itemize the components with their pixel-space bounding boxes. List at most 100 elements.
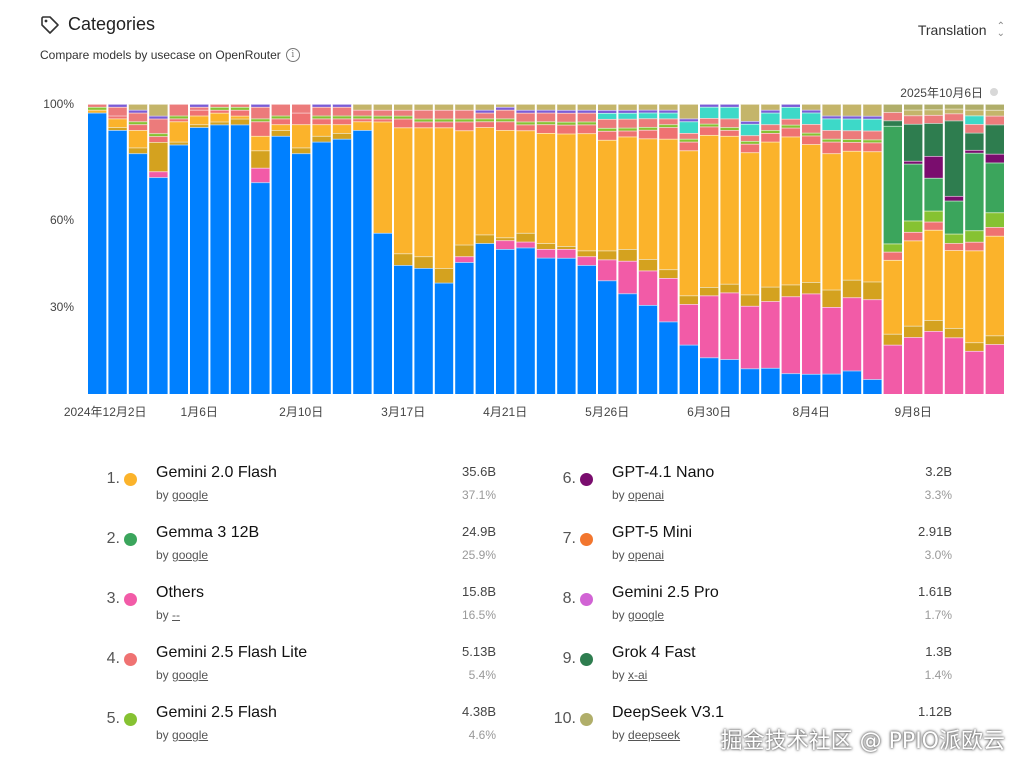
bar-column[interactable] xyxy=(332,104,352,394)
bar-column[interactable] xyxy=(863,104,882,394)
legend-author-link[interactable]: google xyxy=(172,728,209,742)
bar-column[interactable] xyxy=(230,104,250,394)
bar-column[interactable] xyxy=(679,104,698,394)
bar-column[interactable] xyxy=(781,104,800,394)
legend-model-name[interactable]: Gemini 2.5 Pro xyxy=(612,584,719,601)
legend-token-value: 1.61B xyxy=(918,584,952,599)
bar-segment-divider xyxy=(455,262,474,263)
bar-column[interactable] xyxy=(720,104,739,394)
bar-column[interactable] xyxy=(190,104,209,394)
bar-column[interactable] xyxy=(88,104,107,394)
bar-column[interactable] xyxy=(414,104,433,394)
bar-segment-gold xyxy=(679,295,698,305)
bar-column[interactable] xyxy=(455,104,474,394)
bar-segment-gold xyxy=(985,335,1004,345)
legend-item[interactable]: 4. Gemini 2.5 Flash Lite by google 5.13B 5.4… xyxy=(80,638,496,682)
info-icon[interactable]: i xyxy=(285,48,300,62)
bar-segment-gemini-2.0-flash xyxy=(251,135,270,151)
bar-column[interactable] xyxy=(659,104,678,394)
bar-column[interactable] xyxy=(598,104,617,394)
bar-column[interactable] xyxy=(536,104,556,394)
legend-author-link[interactable]: google xyxy=(172,668,209,682)
legend-author-link[interactable]: openai xyxy=(628,548,665,562)
bar-segment-divider xyxy=(944,195,964,197)
legend-model-name[interactable]: Gemma 3 12B xyxy=(156,524,260,541)
bar-segment-gemini-2.5-flash-lite xyxy=(230,109,250,116)
bar-segment-divider xyxy=(863,281,882,283)
legend-model-name[interactable]: DeepSeek V3.1 xyxy=(612,704,725,721)
legend-author-link[interactable]: google xyxy=(172,488,209,502)
bar-segment-teal xyxy=(720,106,739,119)
category-selector[interactable]: Translation ⌃ ⌄ xyxy=(918,22,1005,39)
bar-column[interactable] xyxy=(210,104,229,394)
legend-model-name[interactable]: Gemini 2.5 Flash xyxy=(156,704,277,721)
bar-column[interactable] xyxy=(434,104,454,394)
bar-column[interactable] xyxy=(312,104,331,394)
legend-item[interactable]: 5. Gemini 2.5 Flash by google 4.38B 4.6% xyxy=(80,698,496,742)
bar-column[interactable] xyxy=(842,104,862,394)
legend-model-name[interactable]: Grok 4 Fast xyxy=(612,644,696,661)
legend-model-name[interactable]: Gemini 2.5 Flash Lite xyxy=(156,644,308,661)
bar-segment-divider xyxy=(638,118,658,120)
legend-author-link[interactable]: google xyxy=(172,548,209,562)
bar-column[interactable] xyxy=(740,104,760,394)
bar-segment-gemini-2.5-flash-lite xyxy=(414,121,433,128)
bar-column[interactable] xyxy=(373,104,392,394)
bar-column[interactable] xyxy=(128,104,148,394)
legend-item[interactable]: 1. Gemini 2.0 Flash by google 35.6B 37.1% xyxy=(80,458,496,502)
bar-column[interactable] xyxy=(985,104,1004,394)
legend-item[interactable]: 7. GPT-5 Mini by openai 2.91B 3.0% xyxy=(536,518,952,562)
bar-column[interactable] xyxy=(149,104,168,394)
bar-column[interactable] xyxy=(496,104,515,394)
bar-segment-divider xyxy=(394,253,413,255)
bar-segment-gemini-2.5-flash xyxy=(761,130,780,133)
bar-segment-divider xyxy=(822,373,841,375)
legend-item[interactable]: 6. GPT-4.1 Nano by openai 3.2B 3.3% xyxy=(536,458,952,502)
bar-segment-gemini-2.0-flash xyxy=(169,121,188,142)
bar-column[interactable] xyxy=(924,104,943,394)
bar-column[interactable] xyxy=(577,104,596,394)
legend-item[interactable]: 2. Gemma 3 12B by google 24.9B 25.9% xyxy=(80,518,496,562)
legend-model-name[interactable]: GPT-4.1 Nano xyxy=(612,464,715,481)
bar-segment-gold xyxy=(659,269,678,278)
bar-segment-divider xyxy=(618,260,637,262)
bar-column[interactable] xyxy=(822,104,841,394)
legend-author-link[interactable]: google xyxy=(628,608,665,622)
bar-column[interactable] xyxy=(292,104,311,394)
legend-item[interactable]: 3. Others by -- 15.8B 16.5% xyxy=(80,578,496,622)
legend-item[interactable]: 8. Gemini 2.5 Pro by google 1.61B 1.7% xyxy=(536,578,952,622)
bar-column[interactable] xyxy=(761,104,780,394)
bar-column[interactable] xyxy=(516,104,535,394)
bar-column[interactable] xyxy=(965,104,984,394)
bar-column[interactable] xyxy=(394,104,413,394)
bar-column[interactable] xyxy=(638,104,658,394)
bar-column[interactable] xyxy=(108,104,127,394)
bar-column[interactable] xyxy=(169,104,188,394)
bar-column[interactable] xyxy=(475,104,494,394)
bar-column[interactable] xyxy=(944,104,964,394)
legend-author-link[interactable]: deepseek xyxy=(628,728,681,742)
date-indicator-dot xyxy=(990,88,998,96)
legend-item[interactable]: 9. Grok 4 Fast by x-ai 1.3B 1.4% xyxy=(536,638,952,682)
bar-column[interactable] xyxy=(904,104,923,394)
bar-segment-divider xyxy=(659,321,678,323)
bar-column[interactable] xyxy=(353,104,372,394)
bar-column[interactable] xyxy=(251,104,270,394)
legend-model-name[interactable]: Gemini 2.0 Flash xyxy=(156,464,277,481)
bar-column[interactable] xyxy=(271,104,290,394)
legend-author-link[interactable]: x-ai xyxy=(628,668,648,682)
legend-share-pct: 25.9% xyxy=(461,548,496,562)
legend-author-link[interactable]: openai xyxy=(628,488,665,502)
bar-column[interactable] xyxy=(883,104,902,394)
legend-item[interactable]: 10. DeepSeek V3.1 by deepseek 1.12B xyxy=(536,698,952,742)
bar-segment-purple xyxy=(761,109,780,113)
bar-column[interactable] xyxy=(700,104,719,394)
bar-column[interactable] xyxy=(618,104,637,394)
bar-segment-divider xyxy=(496,109,515,111)
bar-column[interactable] xyxy=(557,104,576,394)
legend-author-link[interactable]: -- xyxy=(172,608,181,622)
bar-column[interactable] xyxy=(802,104,821,394)
bar-segment-gemini-2.5-flash xyxy=(149,133,168,137)
legend-model-name[interactable]: Others xyxy=(156,584,205,601)
legend-model-name[interactable]: GPT-5 Mini xyxy=(612,524,693,541)
